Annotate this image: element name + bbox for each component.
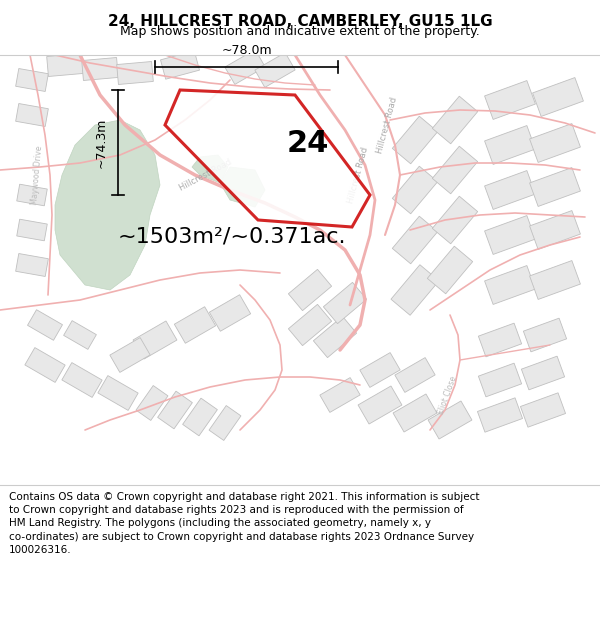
Polygon shape: [392, 166, 437, 214]
Polygon shape: [133, 321, 177, 359]
Polygon shape: [313, 316, 356, 357]
Text: Maywood Drive: Maywood Drive: [30, 145, 44, 205]
Text: Eliot Close: Eliot Close: [437, 374, 459, 416]
Polygon shape: [530, 211, 580, 249]
Polygon shape: [478, 398, 523, 432]
Polygon shape: [323, 282, 367, 324]
Polygon shape: [17, 219, 47, 241]
Polygon shape: [485, 171, 535, 209]
Polygon shape: [182, 398, 217, 436]
Text: ~78.0m: ~78.0m: [221, 44, 272, 57]
Polygon shape: [360, 352, 400, 388]
Polygon shape: [82, 58, 118, 81]
Polygon shape: [395, 357, 435, 392]
Text: Hillcrest Road: Hillcrest Road: [375, 96, 399, 154]
Polygon shape: [530, 168, 580, 206]
Polygon shape: [530, 261, 580, 299]
Polygon shape: [161, 51, 199, 79]
Polygon shape: [136, 386, 168, 421]
Polygon shape: [433, 196, 478, 244]
Text: 24: 24: [287, 129, 329, 158]
Polygon shape: [62, 362, 102, 398]
Text: Contains OS data © Crown copyright and database right 2021. This information is : Contains OS data © Crown copyright and d…: [9, 492, 479, 555]
Polygon shape: [25, 348, 65, 382]
Polygon shape: [55, 120, 160, 290]
Polygon shape: [478, 323, 521, 357]
Polygon shape: [427, 246, 473, 294]
Polygon shape: [255, 52, 295, 88]
Polygon shape: [116, 61, 154, 84]
Polygon shape: [16, 104, 49, 126]
Polygon shape: [533, 78, 583, 116]
Polygon shape: [209, 406, 241, 441]
Polygon shape: [530, 124, 580, 162]
Polygon shape: [225, 49, 265, 84]
Polygon shape: [392, 216, 437, 264]
Text: Hillcrest Road: Hillcrest Road: [346, 146, 370, 204]
Text: ~1503m²/~0.371ac.: ~1503m²/~0.371ac.: [118, 227, 347, 247]
Polygon shape: [393, 394, 437, 432]
Polygon shape: [158, 391, 193, 429]
Polygon shape: [485, 216, 535, 254]
Polygon shape: [391, 265, 439, 315]
Polygon shape: [192, 155, 228, 183]
Polygon shape: [320, 378, 360, 412]
Polygon shape: [392, 116, 437, 164]
Polygon shape: [485, 126, 535, 164]
Polygon shape: [110, 338, 150, 372]
Polygon shape: [16, 254, 49, 276]
Polygon shape: [520, 393, 566, 427]
Polygon shape: [523, 318, 566, 352]
Polygon shape: [28, 310, 62, 340]
Polygon shape: [358, 386, 402, 424]
Text: Map shows position and indicative extent of the property.: Map shows position and indicative extent…: [120, 26, 480, 39]
Polygon shape: [433, 146, 478, 194]
Polygon shape: [485, 81, 535, 119]
Polygon shape: [478, 363, 521, 397]
Text: 24, HILLCREST ROAD, CAMBERLEY, GU15 1LG: 24, HILLCREST ROAD, CAMBERLEY, GU15 1LG: [107, 14, 493, 29]
Polygon shape: [16, 69, 49, 91]
Text: ~74.3m: ~74.3m: [95, 118, 108, 168]
Polygon shape: [98, 376, 138, 411]
Polygon shape: [17, 184, 47, 206]
Polygon shape: [209, 295, 251, 331]
Polygon shape: [485, 266, 535, 304]
Polygon shape: [64, 321, 97, 349]
Polygon shape: [175, 307, 215, 343]
Polygon shape: [220, 167, 265, 207]
Polygon shape: [289, 304, 332, 346]
Polygon shape: [165, 90, 370, 227]
Polygon shape: [289, 269, 332, 311]
Polygon shape: [47, 54, 83, 76]
Text: Hillcrest Road: Hillcrest Road: [177, 158, 233, 192]
Polygon shape: [521, 356, 565, 390]
Polygon shape: [428, 401, 472, 439]
Polygon shape: [433, 96, 478, 144]
